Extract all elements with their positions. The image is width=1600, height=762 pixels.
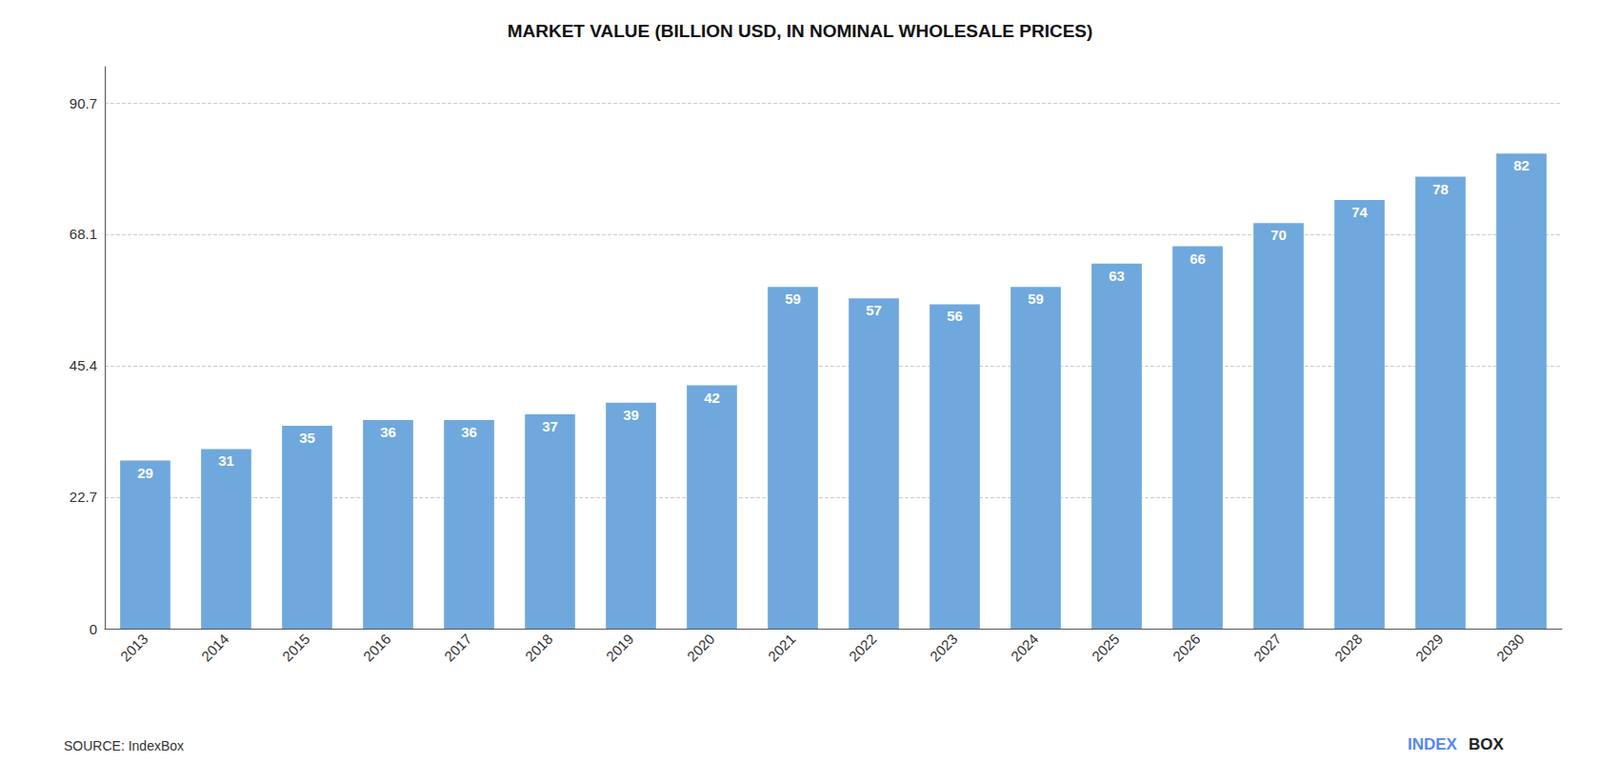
svg-text:22.7: 22.7 [69, 488, 98, 505]
svg-text:2030: 2030 [1493, 630, 1528, 665]
svg-text:45.4: 45.4 [69, 357, 98, 374]
svg-text:2014: 2014 [198, 630, 233, 665]
svg-text:36: 36 [380, 423, 397, 440]
svg-text:39: 39 [622, 406, 640, 423]
svg-text:MARKET VALUE (BILLION USD, IN: MARKET VALUE (BILLION USD, IN NOMINAL WH… [507, 20, 1094, 41]
svg-text:2022: 2022 [845, 630, 880, 665]
svg-text:36: 36 [460, 423, 478, 440]
svg-text:82: 82 [1513, 157, 1530, 174]
svg-text:2027: 2027 [1250, 630, 1285, 665]
svg-text:2023: 2023 [926, 630, 961, 665]
svg-text:29: 29 [137, 464, 154, 481]
svg-text:2029: 2029 [1412, 630, 1447, 665]
svg-text:56: 56 [946, 307, 963, 324]
svg-text:31: 31 [218, 452, 235, 469]
svg-text:BOX: BOX [1468, 735, 1505, 754]
svg-text:2019: 2019 [602, 630, 638, 665]
svg-text:0: 0 [89, 620, 98, 638]
svg-text:2016: 2016 [360, 630, 395, 665]
svg-text:2015: 2015 [279, 630, 314, 665]
svg-text:42: 42 [703, 389, 720, 406]
svg-text:78: 78 [1432, 180, 1449, 198]
svg-text:35: 35 [299, 429, 316, 446]
svg-text:70: 70 [1270, 226, 1287, 243]
svg-text:2026: 2026 [1169, 630, 1204, 665]
svg-text:59: 59 [1027, 290, 1044, 307]
svg-text:59: 59 [784, 290, 801, 307]
svg-text:2013: 2013 [117, 630, 152, 665]
svg-text:2020: 2020 [683, 630, 719, 665]
svg-text:SOURCE: IndexBox: SOURCE: IndexBox [63, 738, 184, 754]
svg-text:68.1: 68.1 [69, 225, 98, 242]
svg-text:66: 66 [1189, 250, 1206, 267]
svg-text:37: 37 [541, 418, 559, 435]
svg-text:2025: 2025 [1088, 630, 1123, 665]
svg-text:2018: 2018 [521, 630, 557, 665]
svg-text:74: 74 [1351, 203, 1368, 220]
svg-text:2021: 2021 [764, 630, 800, 665]
svg-text:2017: 2017 [440, 630, 476, 665]
svg-text:2024: 2024 [1007, 630, 1042, 665]
svg-text:2028: 2028 [1331, 630, 1366, 665]
svg-text:63: 63 [1108, 267, 1125, 284]
svg-text:INDEX: INDEX [1407, 735, 1459, 754]
svg-text:90.7: 90.7 [69, 95, 98, 112]
svg-text:57: 57 [865, 301, 882, 319]
